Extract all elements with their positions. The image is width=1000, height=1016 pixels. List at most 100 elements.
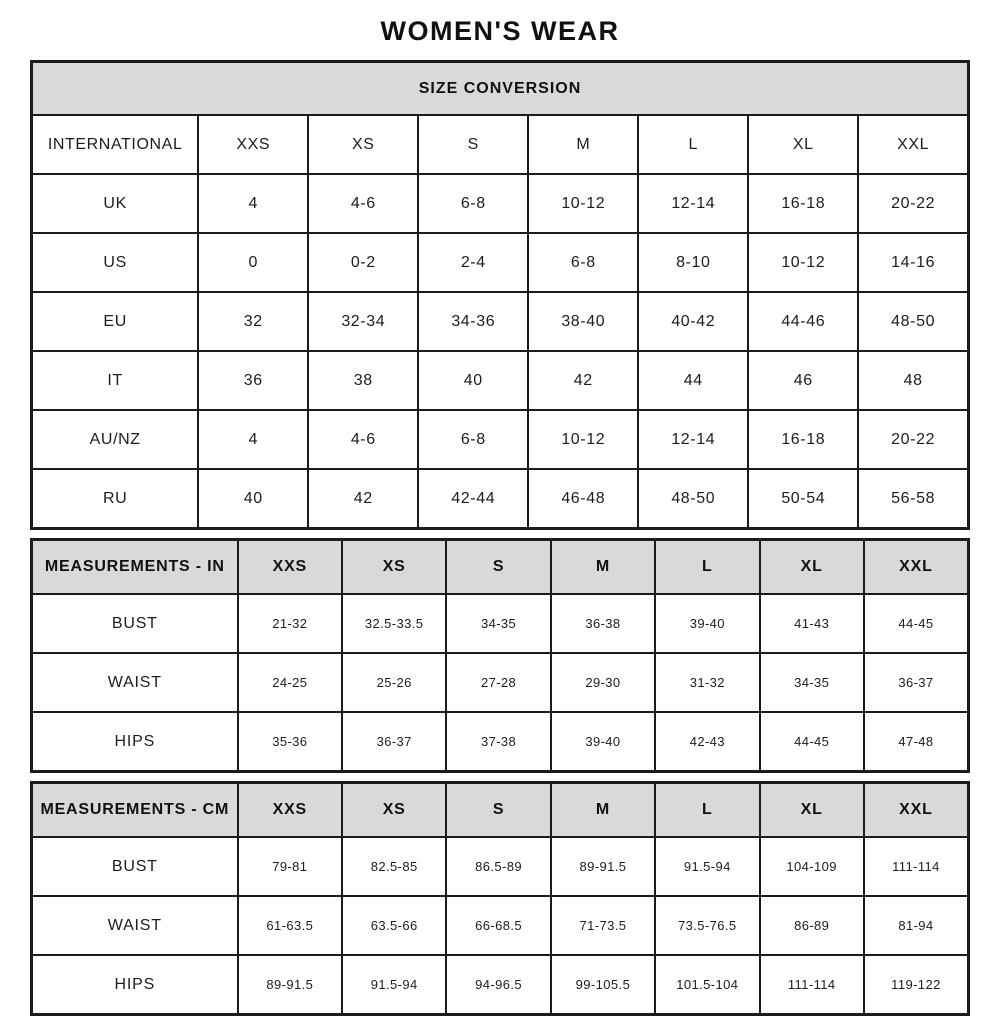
size-header: XL <box>758 538 865 595</box>
cell: 16-18 <box>747 409 860 470</box>
size-header: XS <box>340 781 448 838</box>
cell: 44-45 <box>862 593 970 654</box>
cell: 4-6 <box>307 173 420 234</box>
cell: 2-4 <box>417 232 530 293</box>
cell: 14-16 <box>857 232 970 293</box>
cell: 21-32 <box>236 593 344 654</box>
cell: 4 <box>197 173 310 234</box>
size-header: S <box>445 781 552 838</box>
cell: 71-73.5 <box>549 895 657 956</box>
cell: 36-37 <box>340 711 448 773</box>
cell: 40 <box>197 468 310 530</box>
size-header: XS <box>340 538 448 595</box>
table-row: BUST 79-81 82.5-85 86.5-89 89-91.5 91.5-… <box>30 836 970 897</box>
table-row: BUST 21-32 32.5-33.5 34-35 36-38 39-40 4… <box>30 593 970 654</box>
cell: 10-12 <box>527 173 640 234</box>
cell: 48-50 <box>637 468 750 530</box>
row-label: WAIST <box>30 895 239 956</box>
size-header: M <box>549 781 657 838</box>
table-row: INTERNATIONAL XXS XS S M L XL XXL <box>30 114 970 175</box>
row-label: UK <box>30 173 200 234</box>
table-row: WAIST 24-25 25-26 27-28 29-30 31-32 34-3… <box>30 652 970 713</box>
size-conversion-table: SIZE CONVERSION INTERNATIONAL XXS XS S M… <box>30 60 970 530</box>
table-row: EU 32 32-34 34-36 38-40 40-42 44-46 48-5… <box>30 291 970 352</box>
row-label: RU <box>30 468 200 530</box>
cell: 39-40 <box>549 711 657 773</box>
row-label: INTERNATIONAL <box>30 114 200 175</box>
cell: 44-45 <box>758 711 865 773</box>
cell: 50-54 <box>747 468 860 530</box>
cell: 42-43 <box>654 711 761 773</box>
cell: 35-36 <box>236 711 344 773</box>
cell: 42 <box>527 350 640 411</box>
cell: 25-26 <box>340 652 448 713</box>
cell: 81-94 <box>862 895 970 956</box>
cell: 66-68.5 <box>445 895 552 956</box>
measurements-in-table: MEASUREMENTS - IN XXS XS S M L XL XXL BU… <box>30 538 970 773</box>
cell: 39-40 <box>654 593 761 654</box>
row-label: HIPS <box>30 711 239 773</box>
cell: 4-6 <box>307 409 420 470</box>
size-header: XXS <box>236 781 344 838</box>
cell: 89-91.5 <box>549 836 657 897</box>
table-header-band: SIZE CONVERSION <box>30 60 970 116</box>
cell: 46 <box>747 350 860 411</box>
cell: 0-2 <box>307 232 420 293</box>
cell: 41-43 <box>758 593 865 654</box>
cell: 24-25 <box>236 652 344 713</box>
cell: 36 <box>197 350 310 411</box>
cell: 34-35 <box>445 593 552 654</box>
size-header: XXL <box>862 781 970 838</box>
cell: XXS <box>197 114 310 175</box>
cell: 73.5-76.5 <box>654 895 761 956</box>
row-label: BUST <box>30 593 239 654</box>
cell: 29-30 <box>549 652 657 713</box>
size-header: S <box>445 538 552 595</box>
cell: 44-46 <box>747 291 860 352</box>
table-row: AU/NZ 4 4-6 6-8 10-12 12-14 16-18 20-22 <box>30 409 970 470</box>
measurements-in-title: MEASUREMENTS - IN <box>30 538 239 595</box>
cell: 101.5-104 <box>654 954 761 1016</box>
size-header: M <box>549 538 657 595</box>
cell: 32 <box>197 291 310 352</box>
row-label: HIPS <box>30 954 239 1016</box>
cell: 89-91.5 <box>236 954 344 1016</box>
cell: XS <box>307 114 420 175</box>
cell: 56-58 <box>857 468 970 530</box>
row-label: US <box>30 232 200 293</box>
cell: S <box>417 114 530 175</box>
cell: 37-38 <box>445 711 552 773</box>
cell: M <box>527 114 640 175</box>
table-gap <box>30 530 970 538</box>
size-conversion-title: SIZE CONVERSION <box>30 60 970 116</box>
cell: 48-50 <box>857 291 970 352</box>
cell: 34-36 <box>417 291 530 352</box>
cell: 12-14 <box>637 173 750 234</box>
cell: 40-42 <box>637 291 750 352</box>
cell: L <box>637 114 750 175</box>
cell: 12-14 <box>637 409 750 470</box>
cell: 42 <box>307 468 420 530</box>
cell: 20-22 <box>857 409 970 470</box>
cell: 31-32 <box>654 652 761 713</box>
cell: 6-8 <box>417 409 530 470</box>
cell: 63.5-66 <box>340 895 448 956</box>
cell: 91.5-94 <box>340 954 448 1016</box>
cell: 36-38 <box>549 593 657 654</box>
cell: 119-122 <box>862 954 970 1016</box>
measurements-cm-table: MEASUREMENTS - CM XXS XS S M L XL XXL BU… <box>30 781 970 1016</box>
size-header: XXS <box>236 538 344 595</box>
row-label: AU/NZ <box>30 409 200 470</box>
cell: 0 <box>197 232 310 293</box>
table-row: US 0 0-2 2-4 6-8 8-10 10-12 14-16 <box>30 232 970 293</box>
cell: 32-34 <box>307 291 420 352</box>
cell: 91.5-94 <box>654 836 761 897</box>
cell: 86-89 <box>758 895 865 956</box>
row-label: WAIST <box>30 652 239 713</box>
table-row: IT 36 38 40 42 44 46 48 <box>30 350 970 411</box>
table-gap <box>30 773 970 781</box>
table-header-row: MEASUREMENTS - IN XXS XS S M L XL XXL <box>30 538 970 595</box>
cell: 38-40 <box>527 291 640 352</box>
table-row: HIPS 89-91.5 91.5-94 94-96.5 99-105.5 10… <box>30 954 970 1016</box>
